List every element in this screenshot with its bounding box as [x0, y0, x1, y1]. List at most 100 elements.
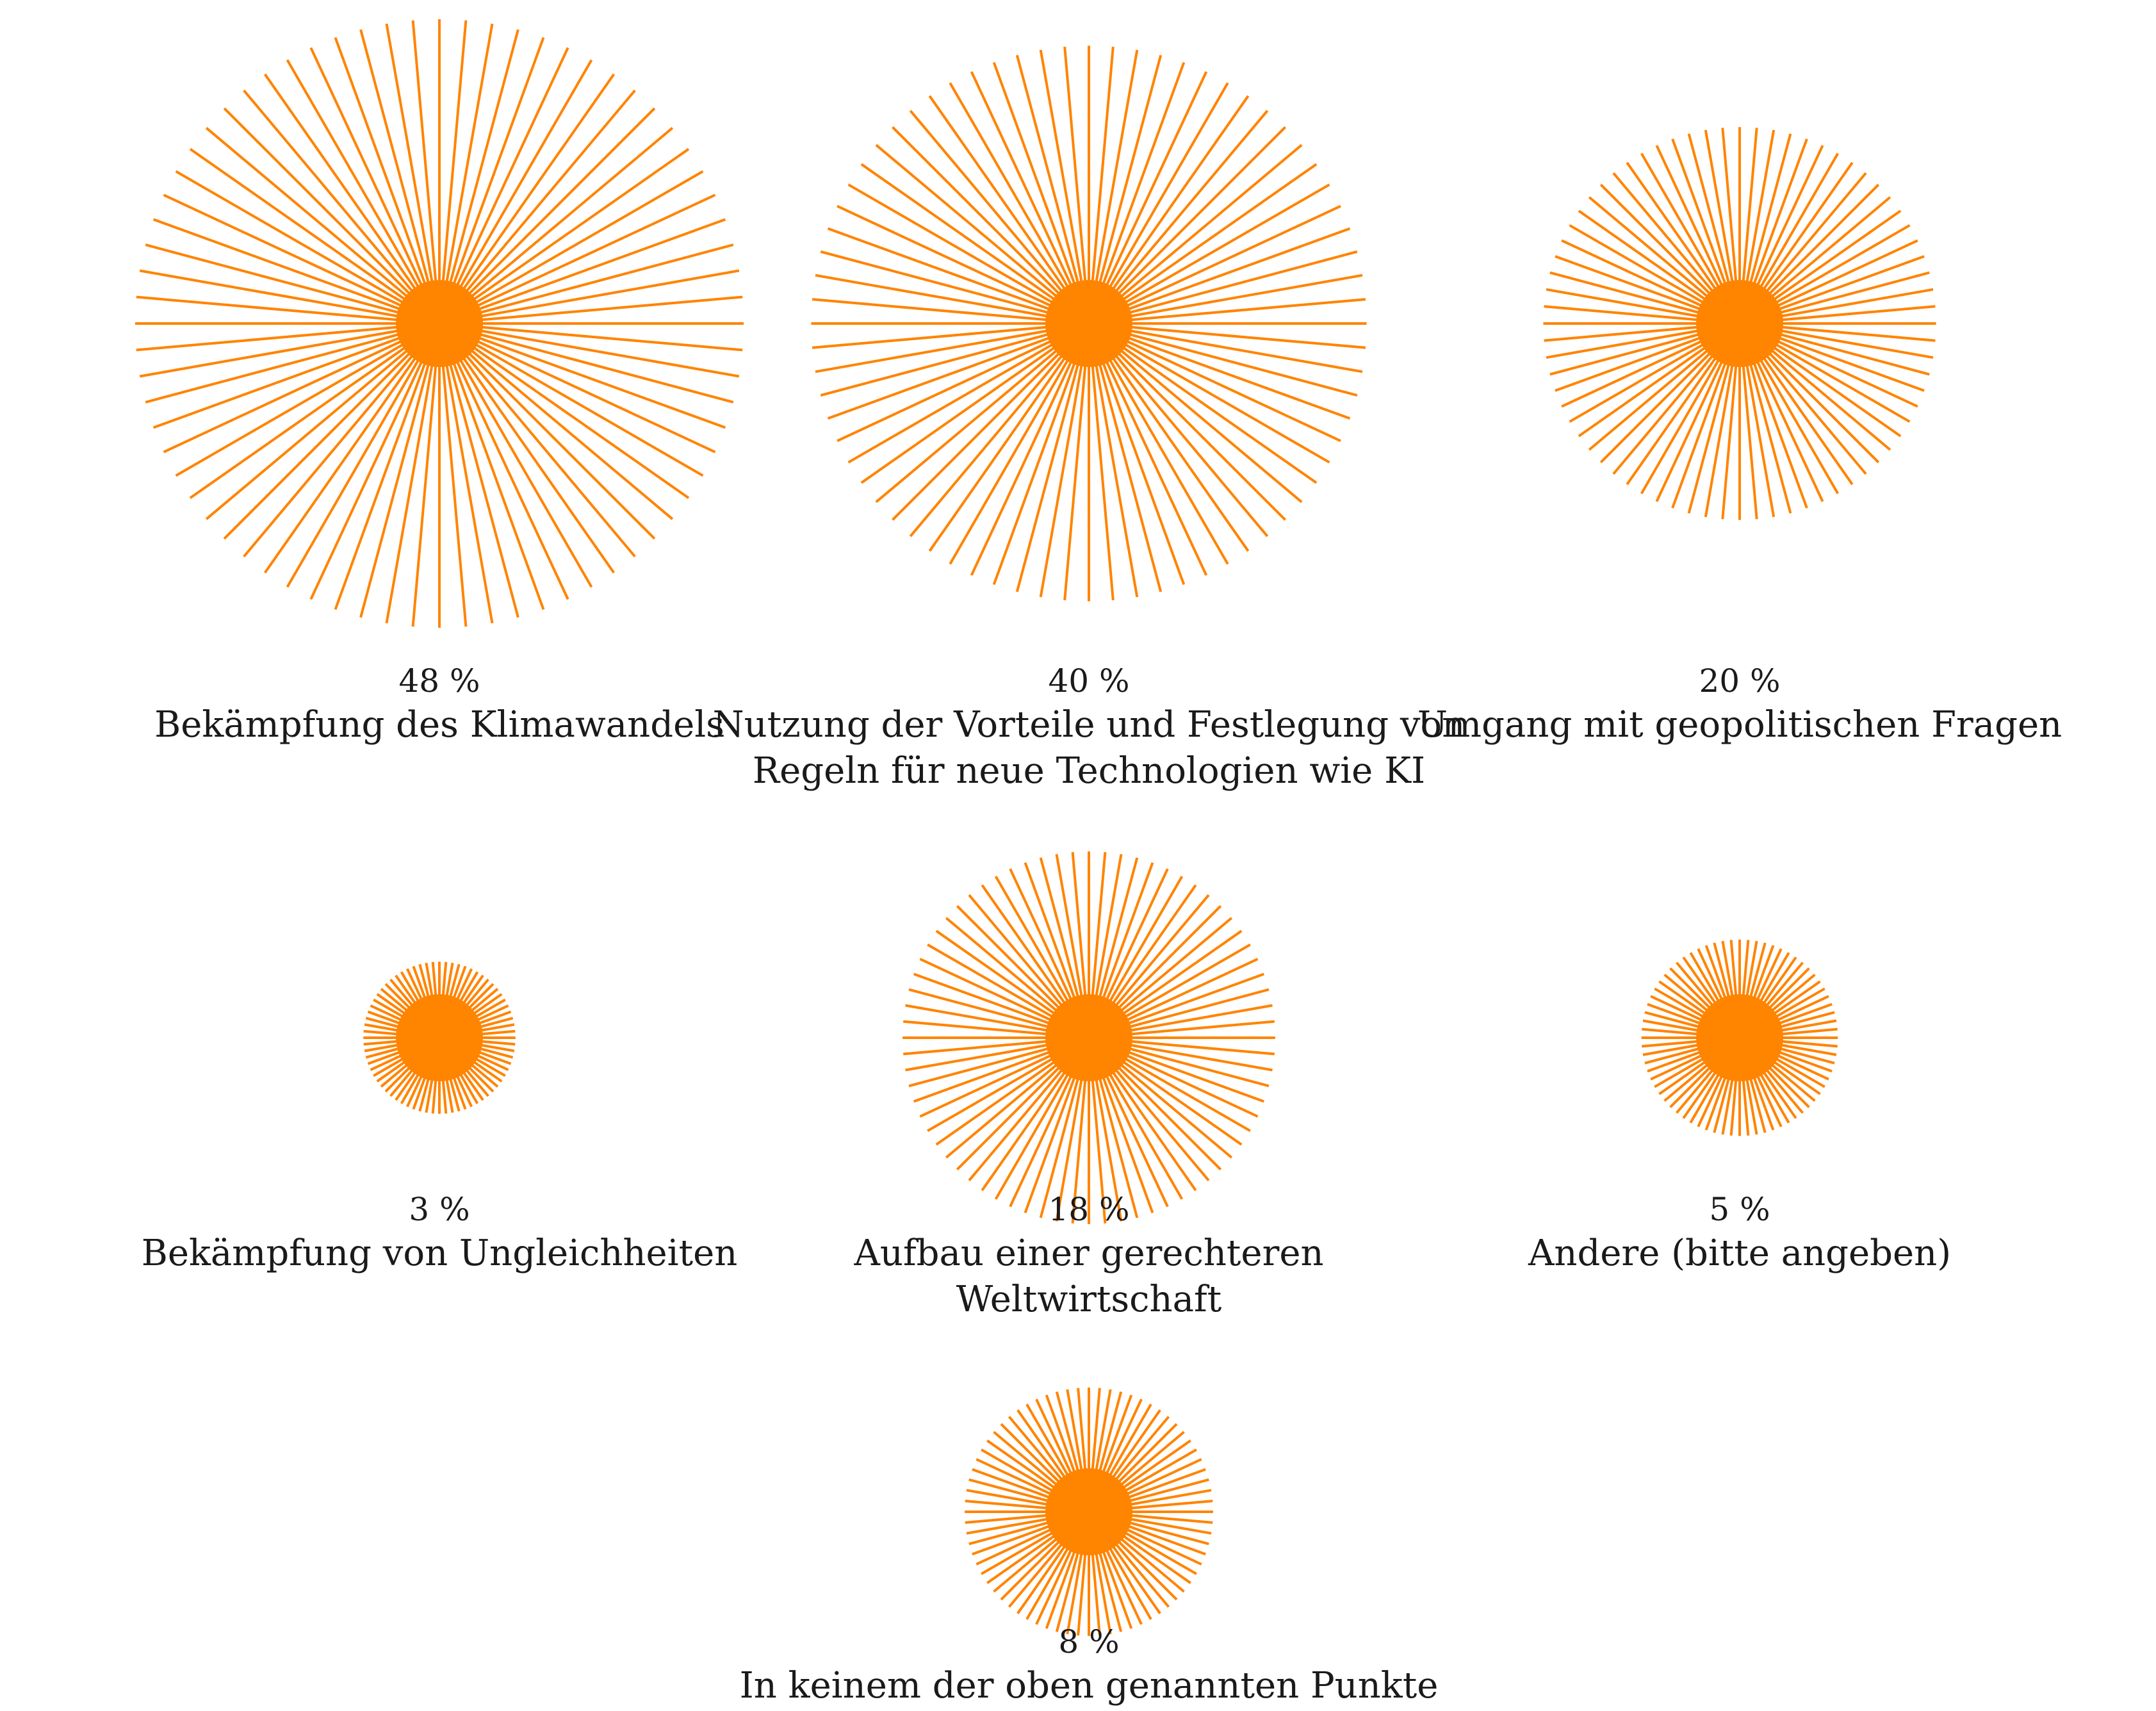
- sun-ray: [1088, 323, 1186, 585]
- sun-ray: [812, 298, 1090, 325]
- sun-ray: [439, 322, 740, 378]
- sun-ray: [163, 193, 440, 325]
- sun-burst: [135, 19, 744, 628]
- sun-ray: [1039, 323, 1090, 598]
- sun-ray: [411, 323, 441, 627]
- sun-ray: [439, 322, 743, 352]
- sun-ray: [1088, 322, 1229, 565]
- sun-ray: [1088, 322, 1269, 537]
- sun-ray: [439, 295, 743, 325]
- value-label: 18 %: [1048, 1191, 1129, 1228]
- sun-ray: [145, 243, 440, 325]
- sun-ray: [263, 322, 441, 574]
- sun-ray: [438, 322, 674, 520]
- sun-burst: [363, 962, 516, 1114]
- sun-ray: [439, 322, 704, 477]
- sun-ray: [970, 323, 1090, 576]
- sun-ray: [438, 322, 616, 574]
- sun-ray: [385, 323, 441, 624]
- sun-ray: [949, 322, 1090, 565]
- sun-ray: [175, 322, 440, 477]
- category-label: Nutzung der Vorteile und Festlegung von: [713, 704, 1466, 746]
- sun-ray: [815, 322, 1090, 373]
- value-label: 48 %: [398, 662, 480, 700]
- sun-ray: [243, 89, 441, 325]
- sun-ray: [812, 322, 1090, 349]
- sun-ray: [1088, 82, 1229, 325]
- sun-ray: [438, 147, 690, 325]
- sun-ray: [439, 243, 734, 325]
- sun-ray: [949, 82, 1090, 325]
- sun-ray: [438, 323, 569, 600]
- sun-ray: [1063, 323, 1090, 601]
- category-label: Bekämpfung von Ungleichheiten: [142, 1232, 738, 1274]
- sun-ray: [189, 147, 441, 325]
- sun-ray: [359, 29, 441, 324]
- sun-ray: [309, 323, 441, 600]
- sun-ray: [1039, 49, 1090, 324]
- sun-ray: [439, 170, 704, 325]
- sun-ray: [439, 322, 734, 404]
- sun-ray: [820, 322, 1090, 397]
- sun-ray: [891, 126, 1090, 325]
- sun-ray: [438, 29, 519, 324]
- sun-ray: [205, 322, 441, 520]
- sun-ray: [1088, 204, 1341, 325]
- sun-ray: [223, 107, 441, 325]
- sun-ray: [992, 323, 1090, 585]
- sun-ray: [136, 322, 440, 352]
- sun-ray: [385, 23, 441, 324]
- sun-ray: [847, 322, 1090, 464]
- sun-ray: [970, 71, 1090, 324]
- sun-ray: [1088, 163, 1318, 325]
- sun-ray: [1088, 322, 1303, 503]
- sun-ray: [1088, 322, 1330, 464]
- sun-ray: [1088, 61, 1186, 324]
- sun-ray: [145, 322, 440, 404]
- sun-ray: [1088, 49, 1139, 324]
- sun-ray: [334, 37, 441, 324]
- category-label: Aufbau einer gerechteren: [853, 1232, 1323, 1274]
- sun-core: [1045, 280, 1132, 367]
- sun-ray: [438, 323, 519, 618]
- sun-ray: [438, 323, 494, 624]
- sun-ray: [1088, 323, 1163, 593]
- category-label: In keinem der oben genannten Punkte: [740, 1665, 1439, 1707]
- sun-ray: [928, 95, 1090, 325]
- sun-ray: [1088, 126, 1287, 325]
- sun-ray: [1088, 323, 1115, 601]
- sun-ray: [1088, 323, 1208, 576]
- sun-core: [396, 994, 483, 1081]
- sun-ray: [827, 227, 1090, 325]
- sun-ray: [1088, 322, 1250, 552]
- sun-ray: [243, 322, 441, 558]
- sun-burst: [811, 45, 1367, 602]
- sun-ray: [909, 322, 1090, 537]
- sun-ray: [992, 61, 1090, 324]
- sun-ray: [438, 89, 636, 325]
- sun-ray: [909, 110, 1090, 325]
- sun-ray: [286, 59, 441, 324]
- sun-core: [1045, 1468, 1132, 1555]
- sun-ray: [334, 323, 441, 610]
- sun-ray: [1088, 54, 1163, 324]
- sun-ray: [136, 295, 440, 325]
- sun-ray: [1088, 322, 1358, 397]
- sun-ray: [1088, 95, 1250, 325]
- sun-ray: [1088, 183, 1330, 325]
- sun-core: [396, 280, 483, 367]
- sun-ray: [438, 23, 494, 324]
- sun-ray: [1088, 71, 1208, 324]
- sun-ray: [438, 323, 468, 627]
- sun-ray: [1015, 54, 1090, 324]
- sun-ray: [223, 322, 441, 540]
- sun-ray: [875, 322, 1090, 503]
- sun-ray: [837, 204, 1090, 325]
- sun-core: [1045, 994, 1132, 1081]
- sun-burst: [902, 851, 1275, 1224]
- value-label: 20 %: [1699, 662, 1780, 700]
- sun-ray: [438, 37, 545, 324]
- value-label: 8 %: [1058, 1623, 1119, 1660]
- sun-ray: [875, 143, 1090, 325]
- sun-ray: [438, 47, 569, 324]
